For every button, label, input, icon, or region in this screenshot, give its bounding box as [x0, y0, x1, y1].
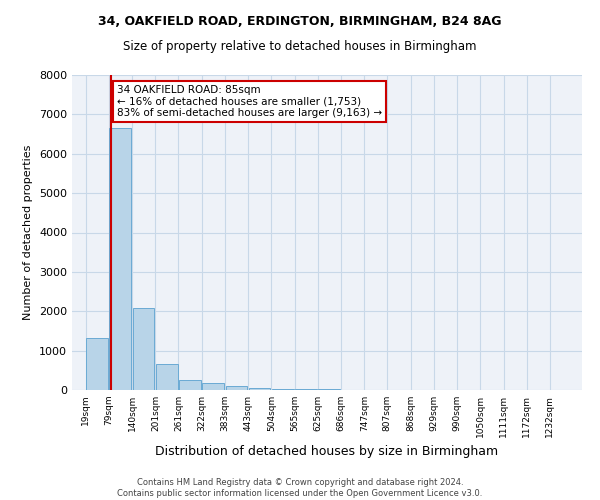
X-axis label: Distribution of detached houses by size in Birmingham: Distribution of detached houses by size …	[155, 446, 499, 458]
Bar	[202, 383, 224, 390]
Bar	[248, 388, 271, 390]
Bar	[295, 389, 317, 390]
Bar	[86, 338, 108, 390]
Bar	[272, 388, 294, 390]
Text: 34 OAKFIELD ROAD: 85sqm
← 16% of detached houses are smaller (1,753)
83% of semi: 34 OAKFIELD ROAD: 85sqm ← 16% of detache…	[117, 85, 382, 118]
Bar	[156, 364, 178, 390]
Bar	[109, 128, 131, 390]
Bar	[226, 386, 247, 390]
Bar	[179, 380, 201, 390]
Text: Contains HM Land Registry data © Crown copyright and database right 2024.
Contai: Contains HM Land Registry data © Crown c…	[118, 478, 482, 498]
Text: 34, OAKFIELD ROAD, ERDINGTON, BIRMINGHAM, B24 8AG: 34, OAKFIELD ROAD, ERDINGTON, BIRMINGHAM…	[98, 15, 502, 28]
Y-axis label: Number of detached properties: Number of detached properties	[23, 145, 34, 320]
Text: Size of property relative to detached houses in Birmingham: Size of property relative to detached ho…	[123, 40, 477, 53]
Bar	[133, 308, 154, 390]
